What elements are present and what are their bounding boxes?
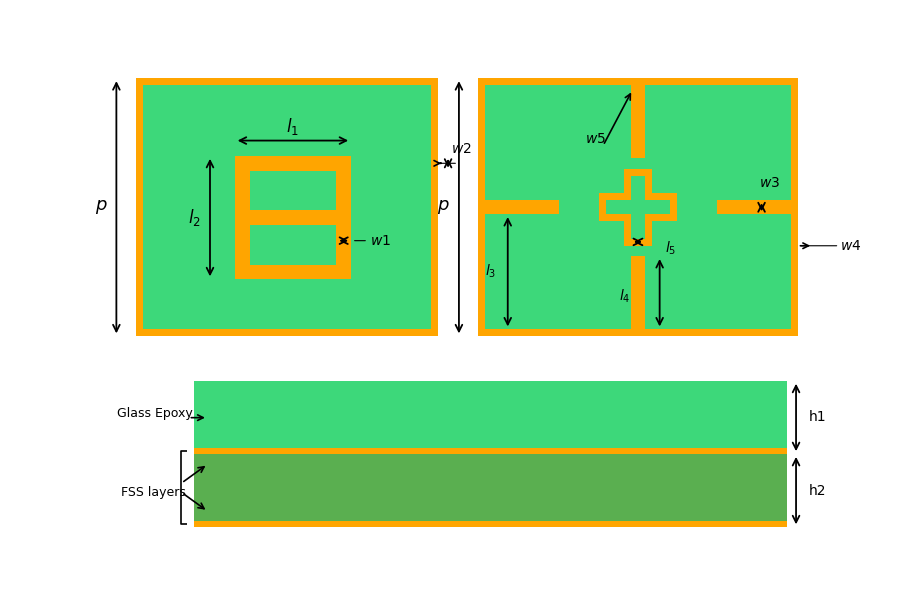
Text: FSS layers: FSS layers (122, 486, 186, 499)
Bar (485, 85, 790, 329)
Text: $w1$: $w1$ (370, 234, 391, 248)
Text: $l_5$: $l_5$ (665, 239, 676, 257)
Bar (235, 210, 351, 225)
Bar (631, 85, 645, 158)
Text: $l_2$: $l_2$ (188, 207, 201, 228)
Text: $w5$: $w5$ (585, 132, 606, 147)
Bar (235, 156, 351, 171)
Bar (337, 156, 351, 279)
Text: $w3$: $w3$ (759, 176, 779, 191)
Bar (194, 522, 787, 527)
Text: $l_1$: $l_1$ (286, 116, 300, 137)
Text: Glass Epoxy: Glass Epoxy (117, 407, 193, 420)
Text: $l_4$: $l_4$ (619, 288, 631, 305)
Text: $p$: $p$ (94, 198, 107, 216)
Bar (478, 78, 797, 336)
Bar (235, 264, 351, 279)
Text: h2: h2 (809, 484, 826, 498)
Bar (143, 85, 431, 329)
Bar (607, 200, 670, 214)
Bar (624, 169, 652, 246)
Bar (194, 448, 787, 454)
Text: $p$: $p$ (437, 198, 450, 216)
Bar (235, 156, 249, 279)
Bar (631, 175, 645, 239)
Bar (136, 78, 438, 336)
Bar (194, 454, 787, 522)
Bar (631, 256, 645, 329)
Bar (599, 194, 677, 221)
Text: $w2$: $w2$ (451, 142, 472, 156)
Text: h1: h1 (809, 410, 826, 424)
Bar (717, 200, 790, 214)
Text: $w4$: $w4$ (841, 239, 861, 253)
Text: $l_3$: $l_3$ (485, 263, 496, 281)
Bar (194, 381, 787, 448)
Bar (485, 200, 559, 214)
